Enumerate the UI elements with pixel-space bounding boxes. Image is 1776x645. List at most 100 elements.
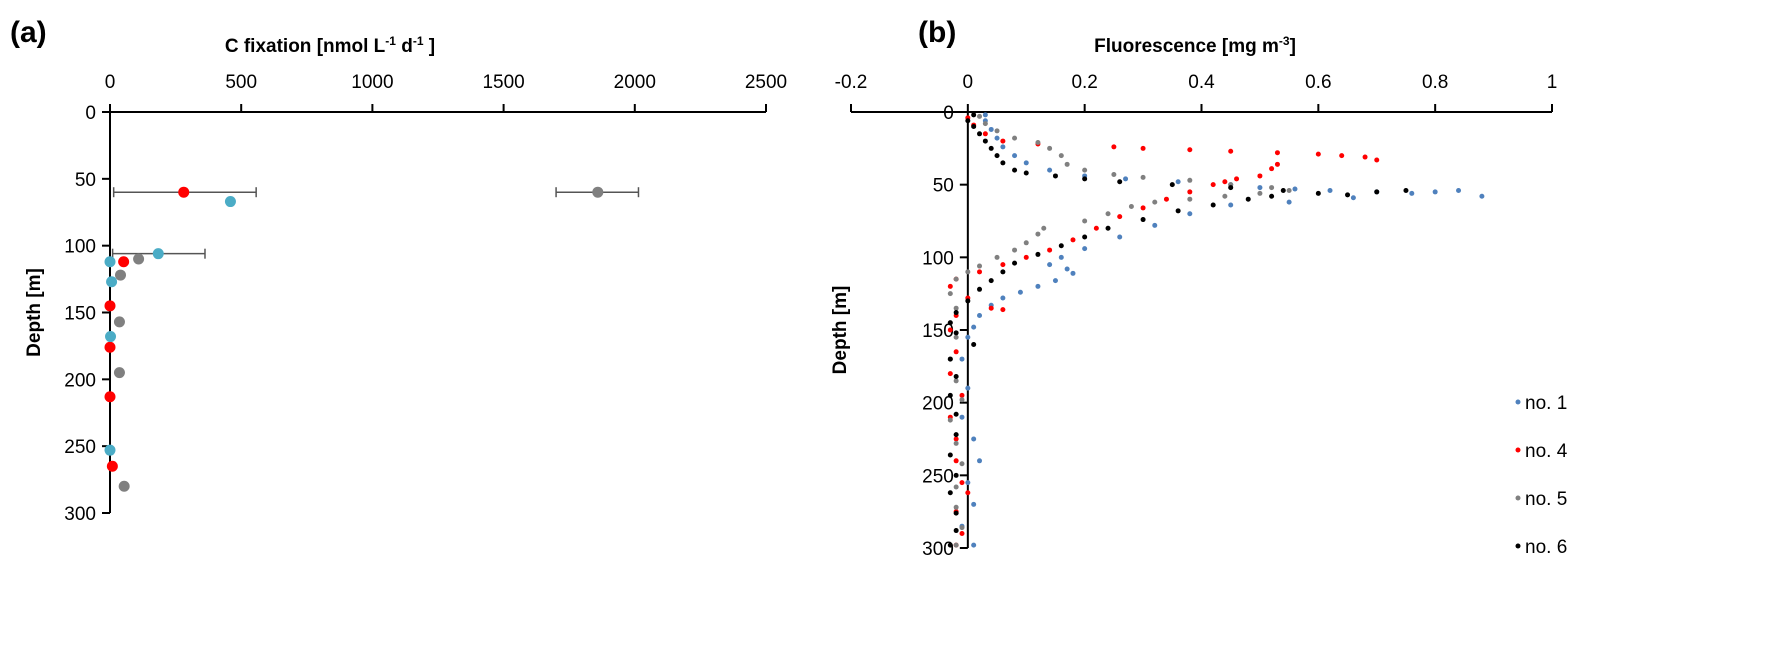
data-point [977, 113, 983, 119]
data-point [947, 283, 953, 289]
legend-label: no. 5 [1525, 489, 1567, 510]
data-point [113, 316, 125, 328]
legend-marker [1515, 495, 1521, 501]
data-point [1064, 161, 1070, 167]
data-point [1286, 199, 1292, 205]
data-point [1286, 187, 1292, 193]
data-point [1187, 196, 1193, 202]
data-point [1152, 199, 1158, 205]
data-point [1315, 151, 1321, 157]
data-point [1339, 153, 1345, 159]
y-tick-label: 300 [64, 504, 96, 525]
data-point [953, 440, 959, 446]
data-point [953, 510, 959, 516]
data-point [947, 320, 953, 326]
data-point [1000, 307, 1006, 313]
data-point [1012, 247, 1018, 253]
data-point [1292, 186, 1298, 192]
x-tick-label: 0.4 [1188, 72, 1215, 93]
data-point [959, 461, 965, 467]
data-point [104, 391, 116, 403]
data-point [1012, 167, 1018, 173]
data-point [994, 254, 1000, 260]
data-point [994, 128, 1000, 134]
data-point [994, 153, 1000, 159]
data-point [1117, 179, 1123, 185]
data-point [1374, 189, 1380, 195]
x-tick-label: 0.2 [1071, 72, 1097, 93]
data-point [1000, 295, 1006, 301]
data-point [953, 472, 959, 478]
data-point [1228, 202, 1234, 208]
data-point [1409, 190, 1415, 196]
x-tick-label: 1000 [351, 72, 393, 93]
data-point [971, 112, 977, 118]
data-point [104, 256, 116, 268]
data-point [971, 342, 977, 348]
data-point [1175, 208, 1181, 214]
x-tick-label: -0.2 [835, 72, 868, 93]
data-point [982, 112, 988, 118]
data-point [953, 542, 959, 548]
legend-label: no. 4 [1525, 441, 1568, 462]
superscript: -3 [1279, 34, 1290, 48]
data-point [118, 256, 130, 268]
data-point [1432, 189, 1438, 195]
y-tick-label: 100 [64, 237, 96, 258]
data-point [965, 118, 971, 124]
x-tick-label: 1 [1547, 72, 1558, 93]
data-point [114, 269, 126, 281]
data-point [106, 276, 118, 288]
legend-label: no. 1 [1525, 393, 1567, 414]
x-tick-label: 2000 [614, 72, 656, 93]
data-point [1023, 254, 1029, 260]
data-point [947, 356, 953, 362]
data-point [1070, 237, 1076, 243]
data-point [1052, 278, 1058, 284]
x-axis-title: C fixation [nmol L-1 d-1 ] [225, 34, 435, 57]
data-point [1012, 135, 1018, 141]
data-point [1035, 251, 1041, 257]
data-point [1345, 192, 1351, 198]
data-point [1210, 202, 1216, 208]
title-part: ] [1290, 36, 1296, 57]
data-point [1222, 179, 1228, 185]
data-point [1257, 185, 1263, 191]
data-point [971, 501, 977, 507]
data-point [977, 263, 983, 269]
x-tick-label: 0 [105, 72, 116, 93]
data-point [1210, 182, 1216, 188]
panel-b: (b) Fluorescence [mg m-3] Depth [m] -0.2 0 0.… [830, 16, 1568, 560]
y-axis-title: Depth [m] [24, 268, 45, 357]
data-point [1000, 138, 1006, 144]
x-axis-title: Fluorescence [mg m-3] [1094, 34, 1296, 57]
data-point [1082, 218, 1088, 224]
data-point [959, 414, 965, 420]
data-point [947, 417, 953, 423]
data-point [1111, 144, 1117, 150]
data-point [953, 276, 959, 282]
data-point [982, 138, 988, 144]
data-point [1064, 266, 1070, 272]
data-point [1128, 203, 1134, 209]
series-no-4 [947, 115, 1380, 548]
x-tick-label: 0.6 [1305, 72, 1331, 93]
data-point [1187, 177, 1193, 183]
data-point [592, 186, 604, 198]
legend-entry: no. 6 [1515, 537, 1567, 558]
data-point [152, 248, 164, 260]
legend-marker [1515, 447, 1521, 453]
data-point [133, 253, 145, 265]
y-axis-title: Depth [m] [830, 286, 851, 375]
data-point [1105, 225, 1111, 231]
data-point [1023, 240, 1029, 246]
data-point [965, 385, 971, 391]
data-point [1140, 205, 1146, 211]
data-point [959, 525, 965, 531]
data-point [1047, 145, 1053, 151]
data-point [1082, 167, 1088, 173]
data-point [1035, 140, 1041, 146]
data-point [953, 378, 959, 384]
title-part: d [396, 36, 413, 57]
